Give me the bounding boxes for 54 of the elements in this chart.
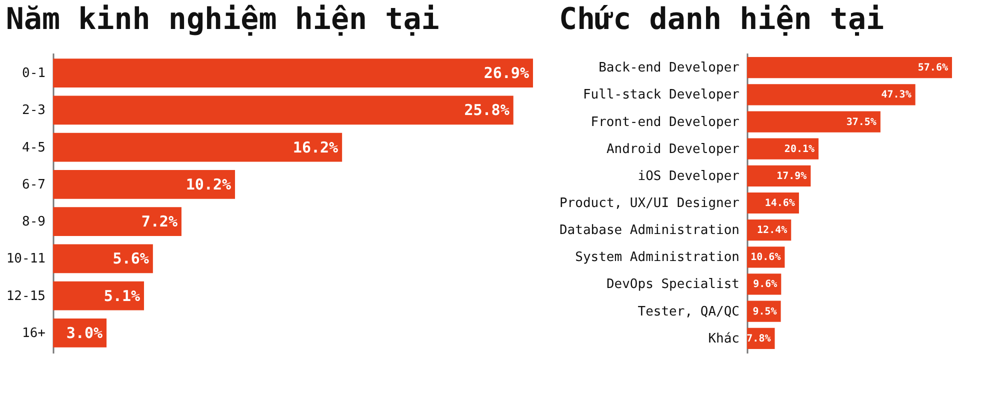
y-tick-label: 12-15 xyxy=(6,288,46,304)
data-label: 20.1% xyxy=(784,144,815,155)
data-label: 7.2% xyxy=(141,212,178,231)
y-tick-label: 16+ xyxy=(22,326,46,341)
bar xyxy=(747,57,952,78)
bar xyxy=(53,132,342,162)
y-tick-label: Khác xyxy=(708,331,740,346)
bar xyxy=(747,138,819,160)
bar xyxy=(53,170,236,199)
y-tick-label: System Administration xyxy=(575,250,740,266)
y-tick-label: Android Developer xyxy=(606,142,740,157)
data-label: 9.5% xyxy=(752,306,777,318)
data-label: 37.5% xyxy=(846,116,876,128)
bar xyxy=(53,244,153,274)
data-label: 17.9% xyxy=(776,170,807,182)
bar xyxy=(747,84,916,106)
data-label: 12.4% xyxy=(757,225,788,236)
y-tick-label: Back-end Developer xyxy=(598,60,740,76)
data-label: 26.9% xyxy=(484,64,529,82)
data-label: 5.6% xyxy=(112,250,149,268)
data-label: 14.6% xyxy=(764,198,795,209)
y-tick-label: Tester, QA/QC xyxy=(638,304,740,320)
y-tick-label: iOS Developer xyxy=(638,168,740,184)
bar xyxy=(53,96,514,125)
y-tick-label: 2-3 xyxy=(22,103,46,118)
bar xyxy=(747,111,880,132)
data-label: 25.8% xyxy=(464,101,510,120)
data-label: 10.2% xyxy=(186,175,232,194)
chart-title: Năm kinh nghiệm hiện tại xyxy=(6,2,440,37)
bar xyxy=(53,58,533,88)
y-tick-label: 10-11 xyxy=(6,252,46,267)
bar xyxy=(747,300,781,322)
data-label: 10.6% xyxy=(750,252,781,264)
data-label: 7.8% xyxy=(746,333,771,344)
bar xyxy=(53,207,182,236)
bar xyxy=(53,281,144,310)
y-tick-label: Front-end Developer xyxy=(590,114,740,130)
chart-title: Chức danh hiện tại xyxy=(558,2,884,37)
y-tick-label: Database Administration xyxy=(559,223,740,238)
y-tick-label: Full-stack Developer xyxy=(582,88,740,103)
bar xyxy=(747,165,811,186)
y-tick-label: Product, UX/UI Designer xyxy=(559,196,740,211)
data-label: 57.6% xyxy=(918,62,948,74)
y-tick-label: 4-5 xyxy=(22,140,46,156)
y-tick-label: 8-9 xyxy=(22,214,46,230)
y-tick-label: DevOps Specialist xyxy=(606,277,740,292)
data-label: 16.2% xyxy=(292,138,338,156)
data-label: 47.3% xyxy=(881,90,912,101)
y-tick-label: 6-7 xyxy=(22,177,46,192)
data-label: 3.0% xyxy=(66,324,103,342)
data-label: 5.1% xyxy=(104,286,140,305)
bar xyxy=(747,192,799,214)
y-tick-label: 0-1 xyxy=(22,66,46,82)
data-label: 9.6% xyxy=(753,279,778,290)
